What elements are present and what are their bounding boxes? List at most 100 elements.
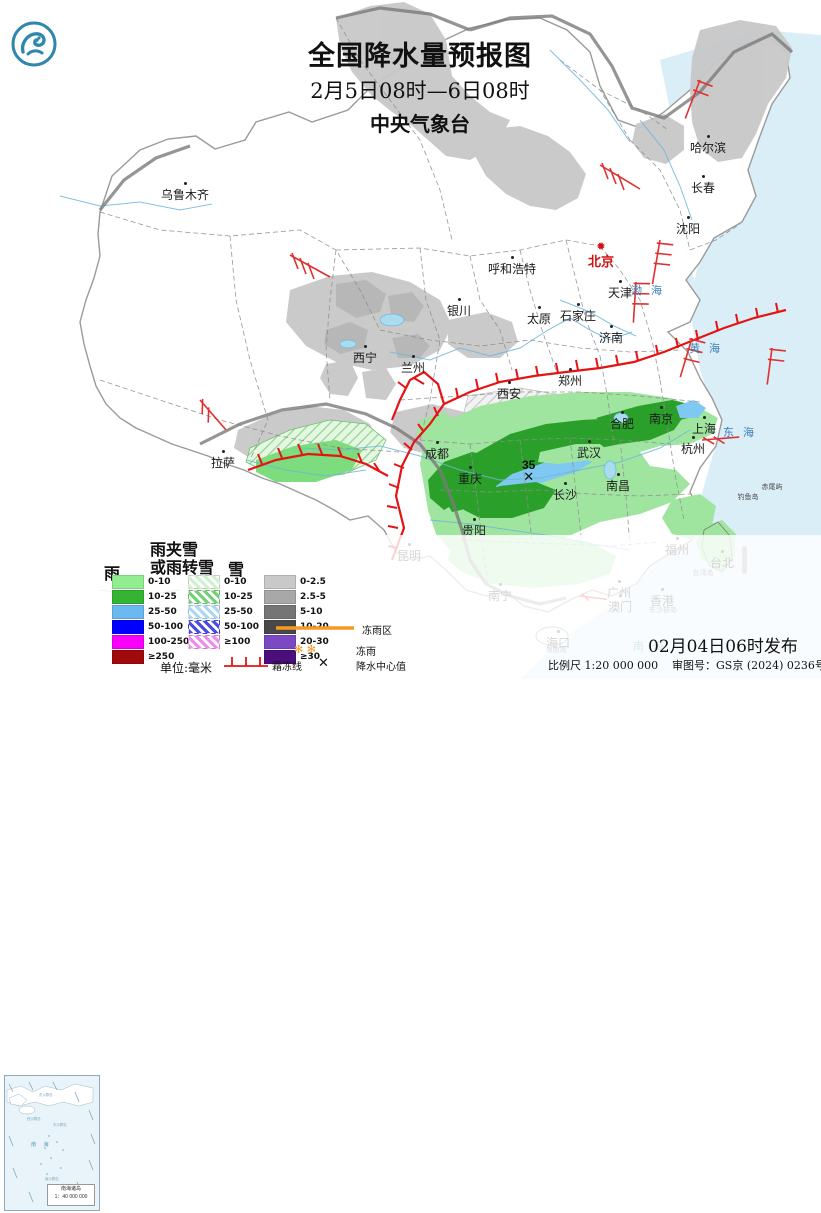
city-dot-icon [183, 182, 187, 185]
freezing-rain-icon: ✻ ✻ [294, 643, 316, 655]
precipitation-center-x-icon: ✕ [523, 469, 535, 484]
city-dot-icon [411, 355, 415, 358]
issue-time: 02月04日06时发布 [648, 637, 798, 657]
legend-snow-swatch-0 [264, 575, 296, 589]
city-label-7: 银川 [447, 298, 471, 319]
city-dot-icon [576, 303, 580, 306]
city-dot-icon [568, 368, 572, 371]
city-name: 合肥 [609, 417, 635, 431]
city-label-9: 石家庄 [560, 303, 596, 324]
island-label-0: 钓鱼岛 [737, 494, 759, 501]
city-label-6: 天津 [608, 280, 632, 301]
precipitation-center-marker: 35 ✕ [522, 458, 535, 484]
city-label-19: 上海 [692, 416, 716, 437]
city-dot-icon [702, 416, 706, 419]
city-name: 兰州 [400, 361, 426, 375]
city-dot-icon [620, 411, 624, 414]
city-name: 南京 [648, 412, 674, 426]
city-dot-icon [701, 175, 705, 178]
legend-sleet-swatches: 0-10 10-25 25-50 50-100 ≥100 [0, 535, 821, 679]
city-name: 长沙 [552, 488, 578, 502]
city-dot-icon [457, 298, 461, 301]
city-name: 西宁 [352, 351, 378, 365]
city-name: 哈尔滨 [689, 141, 727, 155]
city-dot-icon [472, 518, 476, 521]
city-dot-icon [587, 440, 591, 443]
svg-text:西沙群岛: 西沙群岛 [27, 1116, 41, 1121]
rivers [59, 49, 693, 597]
sea-label-3: 渤 海 [630, 285, 666, 297]
city-name: 沈阳 [675, 222, 701, 236]
legend-rain-label-2: 25-50 [148, 607, 177, 617]
legend-snow-swatch-4 [264, 635, 296, 649]
legend-snow-swatch-5 [264, 650, 296, 664]
city-name: 济南 [598, 331, 624, 345]
city-label-18: 南京 [649, 406, 673, 427]
city-dot-icon [221, 450, 225, 453]
city-label-2: 长春 [691, 175, 715, 196]
legend-sleet-swatch-1 [188, 590, 220, 604]
city-dot-icon [659, 406, 663, 409]
map-review-number: 审图号：GS京 (2024) 0236号 [672, 659, 821, 672]
legend-sleet-label-1: 10-25 [224, 592, 253, 602]
legend-rain-swatches: 0-10 10-25 25-50 50-100 100-250 ≥250 [0, 535, 821, 679]
legend-unit-label: 单位:毫米 [160, 661, 213, 675]
legend-rain-swatch-4 [112, 635, 144, 649]
city-label-13: 郑州 [558, 368, 582, 389]
legend-rain-label-3: 50-100 [148, 622, 184, 632]
legend-snow-label-1: 2.5-5 [300, 592, 326, 602]
city-name: 北京 [587, 255, 615, 270]
city-label-8: 太原 [527, 306, 551, 327]
legend-freezing-rain-label: 冻雨 [356, 647, 376, 658]
city-label-14: 西安 [497, 381, 521, 402]
city-name: 南昌 [605, 479, 631, 493]
issuing-agency: 中央气象台 [370, 112, 470, 137]
svg-text:南 海: 南 海 [31, 1141, 52, 1148]
legend-rain-label-5: ≥250 [148, 652, 175, 662]
city-label-24: 长沙 [553, 482, 577, 503]
legend-rain-swatch-1 [112, 590, 144, 604]
city-name: 石家庄 [559, 309, 597, 323]
city-dot-icon [510, 256, 514, 259]
city-dot-icon [507, 381, 511, 384]
city-name: 银川 [446, 304, 472, 318]
legend-snow-swatch-2 [264, 605, 296, 619]
legend-freezing-zone-label: 冻雨区 [362, 626, 392, 637]
city-dot-icon [616, 473, 620, 476]
city-label-3: 沈阳 [676, 216, 700, 237]
city-label-5: ✹ 北京 [587, 241, 615, 270]
svg-text:中沙群岛: 中沙群岛 [53, 1122, 67, 1127]
legend-heading-sleet-line1: 雨夹雪 [150, 540, 199, 559]
page-title: 全国降水量预报图 [308, 41, 532, 72]
svg-text:南沙群岛: 南沙群岛 [45, 1176, 59, 1181]
legend-sleet-label-4: ≥100 [224, 637, 251, 647]
legend-sleet-label-2: 25-50 [224, 607, 253, 617]
frost-line-icon [224, 657, 268, 667]
city-name: 乌鲁木齐 [160, 188, 210, 202]
city-name: 太原 [526, 312, 552, 326]
freezing-zone-line-icon [276, 626, 354, 630]
legend-snow-swatch-1 [264, 590, 296, 604]
svg-text:✻ ✻: ✻ ✻ [294, 643, 316, 655]
city-dot-icon [609, 325, 613, 328]
legend-rain-label-1: 10-25 [148, 592, 177, 602]
city-dot-icon [435, 441, 439, 444]
city-label-1: 哈尔滨 [690, 135, 726, 156]
legend-frost-line-label: 霜冻线 [272, 662, 302, 673]
forecast-period: 2月5日08时—6日08时 [310, 78, 530, 103]
legend-heading-sleet-line2: 或雨转雪 [150, 558, 215, 577]
legend-sleet-swatch-2 [188, 605, 220, 619]
legend-rain-label-0: 0-10 [148, 577, 171, 587]
south-china-sea-inset-map: 东沙群岛 西沙群岛 中沙群岛 南沙群岛 南 海 [4, 1075, 100, 1211]
city-dot-icon [691, 436, 695, 439]
snow-areas [234, 2, 792, 472]
legend-rain-swatch-2 [112, 605, 144, 619]
city-name: 重庆 [457, 472, 483, 486]
city-dot-icon [537, 306, 541, 309]
legend-sleet-swatch-3 [188, 620, 220, 634]
inset-scale-label: 南海诸岛 1：40 000 000 [47, 1184, 95, 1206]
map-scale: 比例尺 1:20 000 000 [548, 659, 659, 672]
legend-snow-label-0: 0-2.5 [300, 577, 326, 587]
legend-sleet-label-3: 50-100 [224, 622, 260, 632]
